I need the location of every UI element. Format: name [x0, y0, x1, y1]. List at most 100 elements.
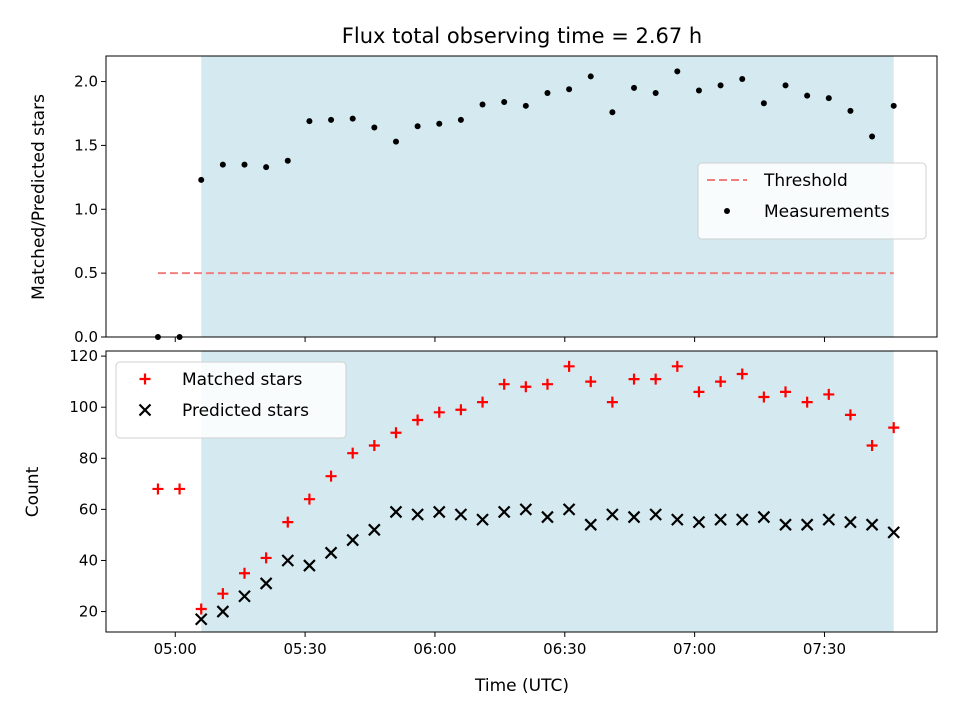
- data-point: [260, 552, 272, 564]
- data-point: [392, 138, 399, 145]
- data-point: [347, 447, 359, 459]
- y-tick-label: 1.0: [74, 200, 98, 218]
- y-tick-label: 120: [69, 347, 98, 365]
- data-point: [780, 386, 792, 398]
- data-point: [303, 493, 315, 505]
- data-point: [585, 376, 597, 388]
- data-point: [412, 414, 424, 426]
- legend-box: [697, 162, 927, 240]
- data-point: [303, 559, 316, 572]
- data-point: [869, 133, 876, 140]
- data-point: [436, 120, 443, 127]
- data-point: [198, 176, 205, 183]
- data-point: [887, 526, 900, 539]
- y-tick-label: 100: [69, 398, 98, 416]
- data-point: [782, 82, 789, 89]
- data-point: [432, 505, 446, 519]
- data-point: [433, 406, 445, 418]
- data-point: [628, 373, 640, 385]
- legend-label: Threshold: [763, 171, 848, 191]
- data-point: [371, 124, 378, 131]
- legend-label: Measurements: [764, 202, 890, 222]
- data-point: [476, 513, 489, 526]
- bottom-y-axis-label: Count: [23, 466, 43, 517]
- data-point: [152, 483, 164, 495]
- data-point: [847, 107, 854, 114]
- data-point: [584, 518, 598, 531]
- legend-swatch: [724, 208, 730, 214]
- data-point: [562, 503, 576, 516]
- data-point: [541, 378, 553, 390]
- data-point: [587, 73, 594, 80]
- y-tick-label: 20: [79, 603, 98, 621]
- data-point: [631, 84, 638, 91]
- data-point: [801, 396, 813, 408]
- data-point: [692, 515, 706, 529]
- data-point: [519, 503, 533, 516]
- data-point: [823, 388, 835, 400]
- bottom-plot-marks: [152, 360, 900, 626]
- data-point: [890, 102, 897, 109]
- x-tick-label: 07:00: [673, 640, 716, 658]
- top-legend: Threshold Measurements: [697, 162, 927, 240]
- chart-title: Flux total observing time = 2.67 h: [342, 24, 702, 48]
- data-point: [174, 483, 186, 495]
- data-point: [650, 373, 662, 385]
- data-point: [263, 164, 270, 171]
- data-point: [888, 422, 900, 434]
- y-tick-label: 0.0: [74, 328, 98, 346]
- data-point: [735, 513, 749, 526]
- data-point: [368, 440, 380, 452]
- data-point: [758, 391, 770, 403]
- legend-label: Matched stars: [182, 370, 302, 390]
- data-point: [368, 523, 381, 537]
- data-point: [736, 368, 748, 380]
- data-point: [346, 533, 359, 547]
- data-point: [349, 115, 356, 122]
- y-tick-label: 80: [79, 449, 98, 467]
- data-point: [671, 513, 684, 526]
- x-tick-label: 05:30: [283, 640, 326, 658]
- data-point: [501, 98, 508, 105]
- data-point: [652, 90, 659, 97]
- data-point: [714, 513, 727, 526]
- data-point: [609, 109, 616, 116]
- data-point: [566, 86, 573, 93]
- data-point: [477, 396, 489, 408]
- x-tick-label: 06:30: [543, 640, 586, 658]
- data-point: [216, 605, 230, 618]
- data-point: [563, 360, 575, 372]
- data-point: [715, 376, 727, 388]
- data-point: [671, 360, 683, 372]
- legend-swatch: [138, 403, 152, 417]
- data-point: [544, 90, 551, 97]
- data-point: [497, 505, 511, 519]
- top-x-axis-ticks: [174, 337, 825, 342]
- legend-swatch: [139, 373, 151, 385]
- data-point: [541, 510, 554, 524]
- data-point: [649, 508, 662, 521]
- data-point: [195, 603, 207, 615]
- data-point: [239, 567, 250, 579]
- data-point: [414, 123, 421, 130]
- data-point: [606, 396, 618, 408]
- data-point: [674, 68, 681, 75]
- data-point: [457, 116, 464, 123]
- x-axis-label: Time (UTC): [474, 676, 569, 696]
- data-point: [479, 101, 486, 108]
- data-point: [804, 92, 811, 99]
- data-point: [693, 386, 705, 398]
- top-y-axis-ticks: 0.0 0.5 1.0 1.5 2.0: [74, 73, 106, 346]
- x-tick-label: 06:00: [413, 640, 456, 658]
- data-point: [760, 100, 767, 107]
- data-point: [695, 87, 702, 94]
- data-point: [219, 161, 226, 168]
- data-point: [241, 161, 248, 168]
- top-panel: 0.00.51.01.52.0 Matched/Predicted stars …: [29, 55, 938, 346]
- data-point: [328, 116, 335, 123]
- top-y-axis-label: Matched/Predicted stars: [29, 94, 49, 300]
- data-point: [800, 518, 814, 531]
- bottom-x-axis-ticks: 05:00 05:30 06:00 06:30 07:00 07:30: [154, 632, 846, 658]
- data-point: [259, 577, 273, 590]
